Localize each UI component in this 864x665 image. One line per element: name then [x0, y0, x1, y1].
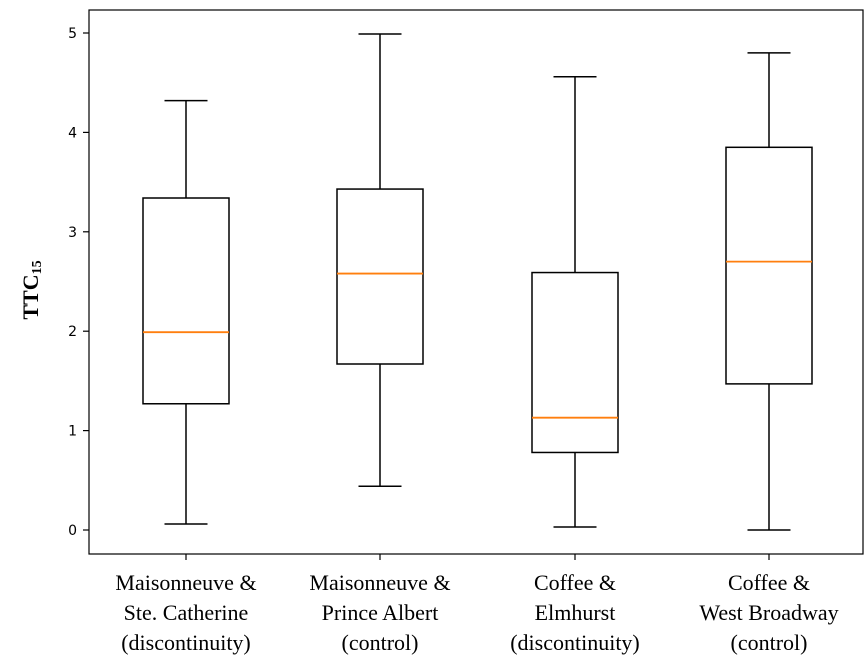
x-axis: Maisonneuve & Ste. Catherine (discontinuit…	[115, 554, 839, 655]
x-category-label-line: Elmhurst	[535, 600, 616, 625]
x-category-label-line: (discontinuity)	[510, 630, 640, 655]
y-axis-label-subscript: 15	[30, 260, 45, 274]
box-iqr	[142, 197, 230, 405]
y-tick-label: 3	[68, 225, 77, 241]
x-category-label-line: Coffee &	[534, 570, 616, 595]
y-tick-label: 0	[68, 523, 77, 539]
y-tick-label: 5	[68, 26, 77, 42]
y-axis-label-main: TTC	[18, 274, 43, 319]
box-iqr	[336, 188, 424, 365]
x-category-label: Coffee & Elmhurst (discontinuity)	[510, 570, 640, 655]
x-category-label: Coffee & West Broadway (control)	[699, 570, 838, 655]
x-category-label-line: West Broadway	[699, 600, 838, 625]
x-category-label-line: (discontinuity)	[121, 630, 251, 655]
x-category-label-line: Coffee &	[728, 570, 810, 595]
y-tick-label: 4	[68, 125, 77, 141]
x-category-label: Maisonneuve & Prince Albert (control)	[309, 570, 450, 655]
boxes-group	[142, 33, 813, 531]
box-iqr	[531, 271, 619, 454]
box-4	[725, 52, 813, 531]
y-axis-label: TTC15	[18, 260, 45, 319]
y-tick-label: 2	[68, 324, 77, 340]
y-axis: 0 1 2 3 4 5	[68, 26, 89, 539]
plot-area-frame	[88, 9, 864, 555]
y-tick-label: 1	[68, 424, 77, 440]
box-1	[142, 99, 230, 525]
x-category-label-line: Prince Albert	[322, 600, 439, 625]
x-category-label-line: Maisonneuve &	[115, 570, 256, 595]
box-3	[531, 75, 619, 528]
x-category-label-line: (control)	[342, 630, 419, 655]
box-iqr	[725, 146, 813, 385]
box-2	[336, 33, 424, 488]
x-category-label-line: (control)	[731, 630, 808, 655]
x-category-label: Maisonneuve & Ste. Catherine (discontinuit…	[115, 570, 256, 655]
x-category-label-line: Maisonneuve &	[309, 570, 450, 595]
x-category-label-line: Ste. Catherine	[124, 600, 249, 625]
